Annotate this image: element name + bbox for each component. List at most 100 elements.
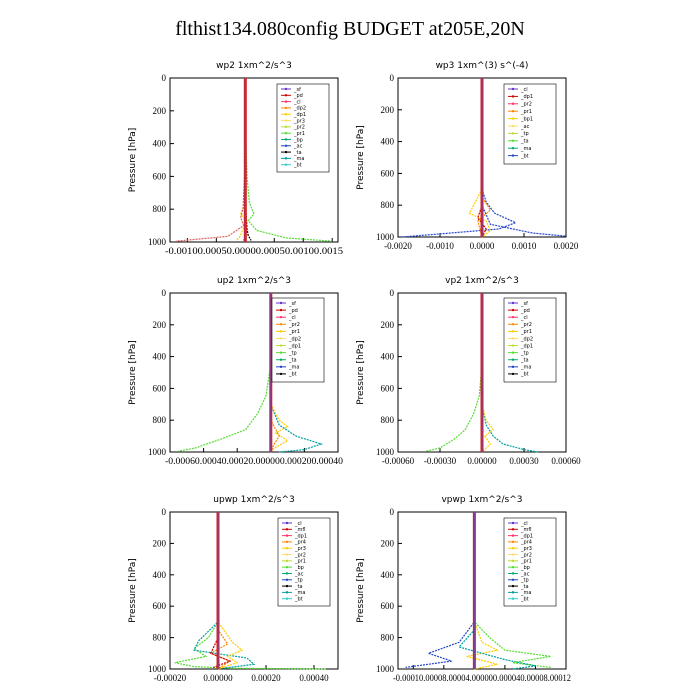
legend-entry: _dp1	[520, 533, 533, 539]
chart-panel-5: upwp 1xm^2/s^3 Pressure [hPa] 0 200 400 600 80…	[128, 495, 339, 683]
legend-marker	[284, 131, 288, 135]
legend-marker	[279, 308, 283, 312]
x-tick-labels: -0.00100.00050.00000.00050.00100.0015	[165, 246, 344, 256]
y-tick-label: 1000	[376, 447, 395, 457]
y-tick-label: 1000	[148, 447, 167, 457]
y-tick-label: 600	[153, 601, 167, 611]
plot-frame	[169, 511, 339, 670]
series-line-tp	[458, 512, 536, 670]
legend-marker	[511, 553, 515, 556]
x-tick-labels: -0.00010.00008.00004.000000.000040.00008…	[393, 673, 571, 683]
x-tick-label: 0.0000	[470, 241, 495, 251]
legend-entry: _dp1	[520, 343, 533, 349]
chart-panel-4: vp2 1xm^2/s^3 Pressure [hPa] 0 200 400 600 800…	[356, 276, 581, 466]
chart-panel-1: wp2 1xm^2/s^3 Pressure [hPa] 0 200 400 600 800…	[128, 61, 344, 256]
legend-marker	[511, 540, 515, 544]
legend-entry: _dp2	[288, 336, 301, 342]
legend-marker	[511, 337, 515, 340]
x-tick-labels: -0.00060.00040.00020.000000.000200.00040	[165, 456, 344, 466]
series-line-dp1	[209, 512, 232, 668]
legend-marker	[285, 584, 289, 588]
x-tick-label: -0.0020	[384, 241, 412, 251]
legend-entry: _pr2	[520, 322, 532, 328]
y-axis-label: Pressure [hPa]	[356, 125, 366, 190]
legend-entry: _pr2	[293, 125, 305, 131]
series-line-ta	[193, 512, 256, 669]
legend-entry: _pr3	[294, 546, 306, 552]
x-tick-label: 0.00000	[467, 456, 497, 466]
legend-entry: _mfl	[520, 527, 532, 533]
series-line-ta	[405, 512, 475, 668]
legend-entry: _bt	[520, 372, 529, 378]
legend-marker	[285, 597, 289, 600]
legend-entry: _pr1	[294, 559, 306, 565]
y-axis-label: Pressure [hPa]	[128, 128, 138, 193]
y-tick-label: 400	[153, 139, 167, 149]
legend-entry: _pr2	[520, 102, 532, 108]
y-axis-label: Pressure [hPa]	[356, 558, 366, 623]
legend-marker	[511, 139, 515, 142]
x-tick-label: 0.00040	[299, 673, 329, 683]
legend-marker	[511, 351, 515, 354]
legend-entry: _dp1	[293, 112, 306, 118]
legend-marker	[511, 87, 515, 91]
y-tick-label: 1000	[376, 664, 395, 674]
legend-entry: _bt	[520, 596, 529, 602]
legend-marker	[511, 597, 515, 600]
legend-marker	[279, 344, 283, 347]
legend-marker	[511, 147, 515, 150]
chart-title: up2 1xm^2/s^3	[217, 276, 291, 286]
legend-entry: _ta	[288, 358, 297, 364]
y-tick-label: 0	[390, 73, 395, 83]
y-tick-label: 800	[381, 633, 395, 643]
legend-marker	[279, 358, 283, 361]
legend-marker	[285, 553, 289, 556]
legend-marker	[285, 528, 289, 531]
legend-entry: _bt	[294, 596, 303, 602]
legend-marker	[511, 584, 515, 588]
legend-entry: _ta	[520, 584, 529, 590]
legend-entry: _cl	[294, 521, 302, 527]
legend-marker	[279, 301, 283, 305]
legend-marker	[279, 330, 283, 333]
legend-box	[271, 297, 325, 383]
legend-entry: _cl	[520, 315, 528, 321]
legend-entry: _dp2	[520, 336, 533, 342]
chart-title: vp2 1xm^2/s^3	[445, 276, 519, 286]
legend-marker	[284, 113, 288, 116]
legend-marker	[511, 110, 515, 113]
legend-entry: _pr1	[288, 329, 300, 335]
legend-entry: _ma	[520, 590, 531, 596]
legend-entry: _cl	[520, 521, 528, 527]
legend-entry: _tp	[520, 131, 529, 137]
legend-marker	[285, 540, 289, 544]
legend-marker	[511, 301, 515, 305]
legend-marker	[279, 323, 283, 326]
legend-marker	[511, 591, 515, 594]
legend-entry: _ma	[293, 156, 304, 162]
legend-marker	[285, 572, 289, 575]
y-tick-label: 200	[153, 538, 167, 548]
legend-entry: _tp	[520, 350, 529, 356]
legend-marker	[511, 124, 515, 128]
legend-entry: _pr2	[520, 552, 532, 558]
legend-entry: _pr3	[520, 546, 532, 552]
legend-entry: _pr1	[520, 109, 532, 115]
legend-entry: _ac	[294, 571, 304, 577]
y-tick-label: 200	[153, 320, 167, 330]
series-line-pr1	[209, 512, 232, 670]
y-tick-label: 0	[162, 507, 167, 517]
legend-marker	[285, 591, 289, 594]
page-title: flthist134.080config BUDGET at205E,20N	[175, 18, 525, 40]
legend-marker	[279, 315, 283, 319]
y-tick-label: 200	[381, 105, 395, 115]
y-tick-label: 400	[381, 570, 395, 580]
series-line-pr2	[217, 512, 244, 670]
y-tick-label: 800	[381, 200, 395, 210]
legend-entry: _sf	[520, 301, 528, 307]
legend-marker	[284, 87, 288, 91]
legend-entry: _mfl	[294, 527, 306, 533]
series-line-pr1	[236, 78, 248, 241]
legend-entry: _tp	[520, 578, 529, 584]
legend-entry: _pd	[520, 308, 530, 314]
